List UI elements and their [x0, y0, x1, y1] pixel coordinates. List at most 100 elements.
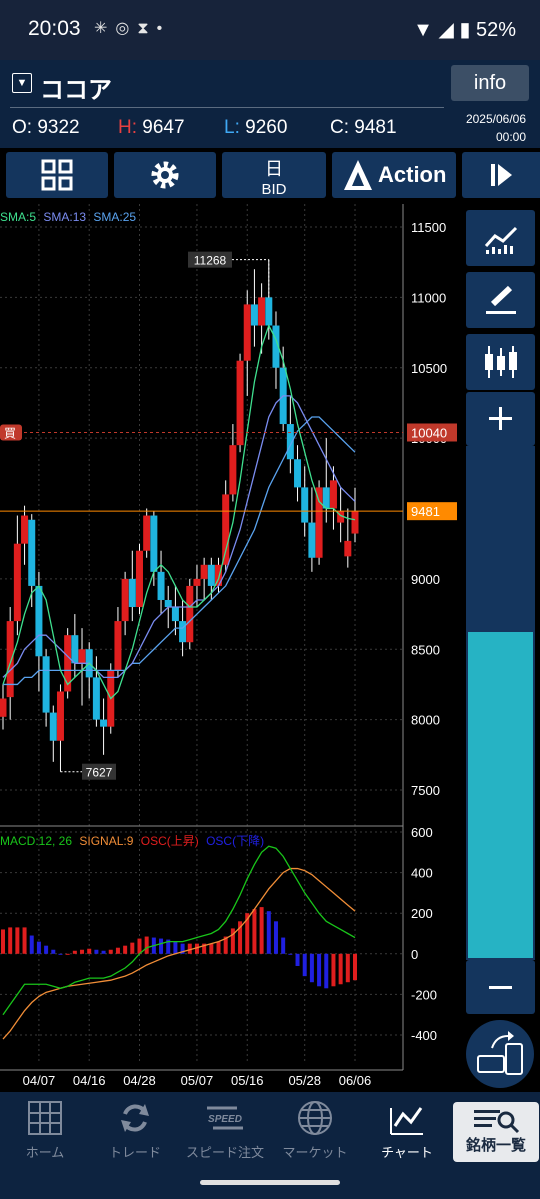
- candle-body: [186, 585, 194, 643]
- battery-level: 52%: [475, 19, 516, 41]
- candle-body: [301, 487, 309, 523]
- instrument-title[interactable]: ココア: [40, 77, 112, 104]
- osc-bar: [216, 941, 221, 954]
- candle: [265, 259, 273, 340]
- candle-body: [294, 459, 302, 488]
- osc-bar: [302, 953, 307, 977]
- settings-button[interactable]: [114, 152, 216, 198]
- price-tick-label: 9000: [411, 572, 440, 587]
- period-button[interactable]: 日 BID: [222, 152, 326, 198]
- candle-body: [100, 719, 108, 727]
- slack-icon: ✳: [94, 20, 116, 37]
- chart-area[interactable]: 1150011000105001000090008500800075006004…: [0, 204, 462, 1092]
- candle: [92, 656, 100, 727]
- candle: [301, 466, 309, 537]
- nav-chart[interactable]: チャート: [362, 1100, 452, 1161]
- candle: [308, 487, 316, 572]
- buy-price-box: [407, 423, 457, 442]
- buy-price-label: 10040: [411, 425, 447, 440]
- price-tick-label: 8500: [411, 642, 440, 657]
- sma13-line: [2, 395, 356, 679]
- candle: [114, 607, 122, 678]
- osc-bar: [80, 949, 85, 954]
- osc-up-legend-label: OSC(上昇): [140, 834, 199, 848]
- zoom-out-button[interactable]: [466, 960, 535, 1014]
- candle-type-button[interactable]: [466, 334, 535, 390]
- speed-icon: SPEED: [207, 1106, 243, 1130]
- candle: [157, 550, 165, 615]
- low-marker-label: 7627: [86, 766, 113, 780]
- osc-bar: [123, 945, 128, 954]
- play-replay-button[interactable]: [462, 152, 540, 198]
- osc-bar: [295, 953, 300, 966]
- osc-down-legend-label: OSC(下降): [206, 834, 265, 848]
- osc-bar: [245, 913, 250, 954]
- nav-trade[interactable]: トレード: [90, 1100, 180, 1161]
- candle: [128, 550, 136, 622]
- candle: [171, 585, 179, 636]
- macd-line: [2, 845, 356, 1016]
- time-tick-label: 04/07: [23, 1073, 56, 1088]
- osc-bar: [194, 943, 199, 954]
- candle: [351, 487, 359, 543]
- nav-label: トレード: [108, 1145, 161, 1160]
- candle-body: [308, 522, 316, 558]
- instrument-dropdown-icon[interactable]: ▼: [12, 73, 32, 93]
- candle-body: [265, 297, 273, 326]
- line-icon: ◎: [115, 20, 138, 37]
- nav-market[interactable]: マーケット: [270, 1100, 360, 1161]
- nav-home[interactable]: ホーム: [0, 1100, 90, 1161]
- candle: [135, 543, 143, 615]
- info-button[interactable]: info: [451, 65, 529, 101]
- candle-body: [351, 511, 359, 534]
- zoom-in-button[interactable]: [466, 392, 535, 446]
- osc-bar: [101, 950, 106, 954]
- action-button[interactable]: Action: [332, 152, 456, 198]
- candle-body: [322, 487, 330, 509]
- osc-bar: [309, 953, 314, 983]
- status-time: 20:03: [28, 17, 81, 40]
- macd-tick-label: 200: [411, 906, 433, 921]
- candle: [186, 578, 194, 650]
- zoom-slider-fill[interactable]: [468, 632, 533, 958]
- candle: [0, 684, 7, 730]
- nav-symbol-list[interactable]: 銘柄一覧: [453, 1102, 539, 1162]
- list-icon: [474, 1110, 520, 1134]
- draw-tool-button[interactable]: [466, 272, 535, 328]
- candle: [236, 353, 244, 453]
- candle-body: [21, 515, 29, 544]
- candle-body: [329, 480, 337, 509]
- candle-body: [6, 621, 14, 698]
- pencil-icon: [486, 285, 516, 314]
- candle-body: [114, 621, 122, 671]
- layout-button[interactable]: [6, 152, 108, 198]
- rotate-button[interactable]: [466, 1020, 534, 1088]
- time-tick-label: 04/28: [123, 1073, 156, 1088]
- osc-bar: [266, 911, 271, 954]
- osc-bar: [94, 949, 99, 954]
- osc-bar: [259, 907, 264, 954]
- buy-tag-label: 買: [4, 426, 16, 440]
- candle: [121, 571, 129, 636]
- trend-tool-button[interactable]: [466, 210, 535, 266]
- chart-icon: [390, 1107, 423, 1135]
- candle-body: [92, 677, 100, 720]
- candle: [315, 480, 323, 565]
- time-tick-label: 06/06: [339, 1073, 372, 1088]
- osc-bar: [1, 929, 5, 954]
- price-chart[interactable]: 1150011000105001000090008500800075006004…: [0, 204, 462, 1092]
- candle: [143, 508, 151, 558]
- osc-bar: [65, 953, 70, 955]
- nav-speed-order[interactable]: SPEED スピード注文: [180, 1100, 270, 1161]
- osc-bar: [273, 921, 278, 954]
- candle-body: [49, 712, 57, 741]
- high-marker-box: [188, 251, 232, 268]
- ohlc-datetime: 2025/06/06 00:00: [465, 112, 526, 144]
- current-price-label: 9481: [411, 504, 440, 519]
- osc-bar: [8, 927, 13, 954]
- candle: [286, 395, 294, 474]
- macd-tick-label: 0: [411, 947, 418, 962]
- time-tick-label: 05/07: [181, 1073, 214, 1088]
- osc-bar: [58, 953, 63, 955]
- rotate-screen-icon: [477, 1031, 523, 1075]
